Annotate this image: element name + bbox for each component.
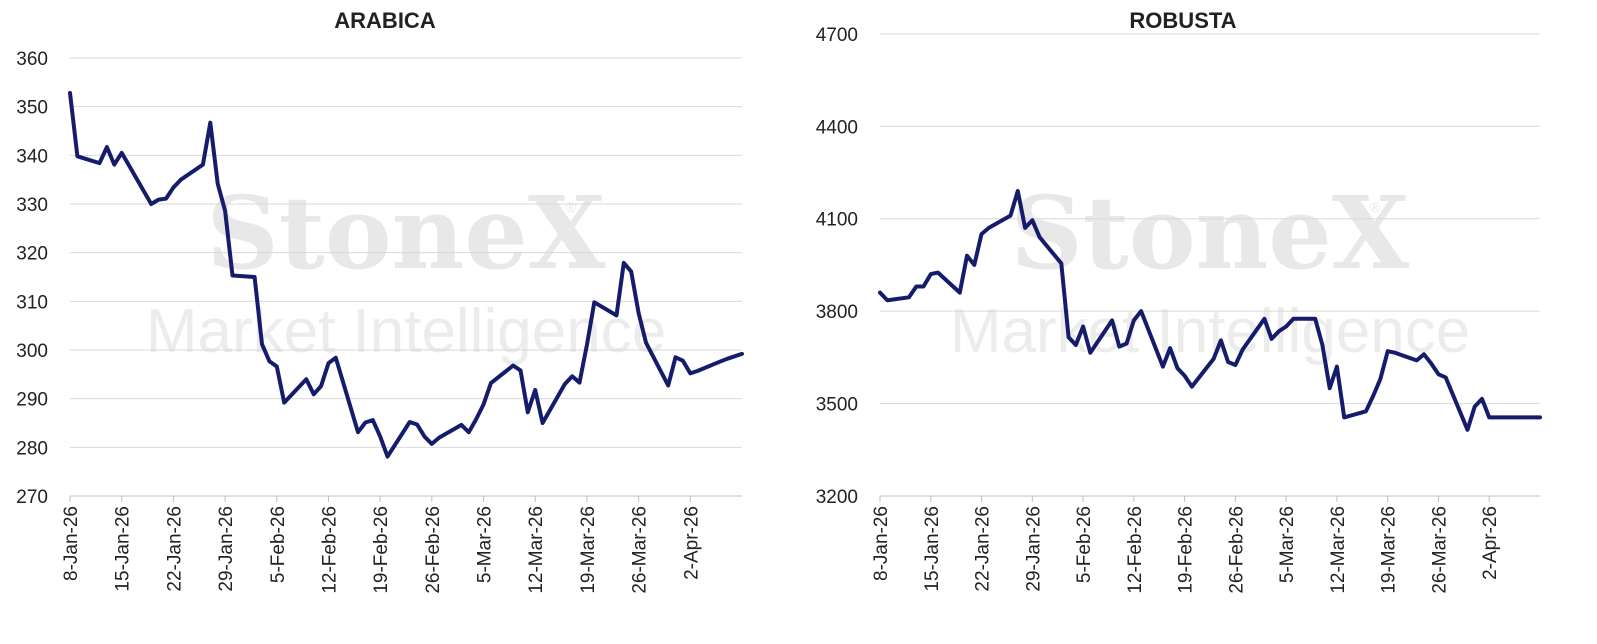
- y-tick-label: 3200: [816, 487, 858, 508]
- x-tick-label: 19-Mar-26: [578, 506, 599, 594]
- watermark-subtitle: Market Intelligence: [146, 297, 666, 366]
- series-line: [878, 189, 1542, 432]
- y-tick-label: 310: [16, 292, 48, 313]
- x-tick-label: 5-Feb-26: [1074, 506, 1095, 583]
- series-line: [68, 91, 744, 459]
- x-tick-label: 19-Mar-26: [1379, 506, 1400, 594]
- y-tick-label: 270: [16, 487, 48, 508]
- x-tick-label: 15-Jan-26: [113, 506, 134, 592]
- x-tick-label: 29-Jan-26: [1023, 506, 1044, 592]
- x-tick-label: 5-Feb-26: [268, 506, 289, 583]
- x-tick-label: 12-Mar-26: [1328, 506, 1349, 594]
- watermark-logo: StoneX: [206, 174, 605, 292]
- y-tick-label: 350: [16, 98, 48, 119]
- x-tick-label: 26-Mar-26: [1429, 506, 1450, 594]
- chart-title: ROBUSTA: [1129, 8, 1236, 33]
- x-tick-label: 22-Jan-26: [973, 506, 994, 592]
- chart-title: ARABICA: [334, 8, 436, 33]
- x-tick-label: 12-Mar-26: [526, 506, 547, 594]
- x-tick-label: 26-Feb-26: [423, 506, 444, 594]
- y-tick-label: 290: [16, 390, 48, 411]
- y-tick-label: 4400: [816, 117, 858, 138]
- y-tick-label: 360: [16, 49, 48, 70]
- x-tick-label: 8-Jan-26: [871, 506, 892, 581]
- x-tick-label: 19-Feb-26: [371, 506, 392, 594]
- x-tick-label: 12-Feb-26: [1125, 506, 1146, 594]
- x-tick-label: 15-Jan-26: [922, 506, 943, 592]
- watermark-registered-mark: ®: [566, 199, 577, 215]
- y-tick-label: 3500: [816, 395, 858, 416]
- y-tick-label: 320: [16, 244, 48, 265]
- x-tick-label: 5-Mar-26: [475, 506, 496, 583]
- y-tick-label: 4700: [816, 25, 858, 46]
- x-tick-label: 2-Apr-26: [681, 506, 702, 580]
- robusta-chart: StoneX® Market Intelligence 3200 3500 3800 41…: [816, 8, 1542, 594]
- watermark-subtitle: Market Intelligence: [950, 297, 1470, 366]
- x-tick-label: 5-Mar-26: [1277, 506, 1298, 583]
- x-tick-label: 8-Jan-26: [61, 506, 82, 581]
- x-tick-label: 26-Mar-26: [630, 506, 651, 594]
- y-tick-label: 3800: [816, 302, 858, 323]
- x-tick-label: 19-Feb-26: [1176, 506, 1197, 594]
- x-tick-label: 22-Jan-26: [164, 506, 185, 592]
- watermark-logo: StoneX: [1010, 174, 1409, 292]
- y-tick-label: 300: [16, 341, 48, 362]
- y-tick-label: 4100: [816, 210, 858, 231]
- x-tick-label: 29-Jan-26: [216, 506, 237, 592]
- arabica-chart: StoneX® Market Intelligence 270 280 290 300 31…: [16, 8, 744, 594]
- y-tick-label: 330: [16, 195, 48, 216]
- x-tick-label: 12-Feb-26: [319, 506, 340, 594]
- watermark-registered-mark: ®: [1370, 199, 1381, 215]
- x-tick-label: 2-Apr-26: [1480, 506, 1501, 580]
- x-tick-label: 26-Feb-26: [1226, 506, 1247, 594]
- y-tick-label: 340: [16, 146, 48, 167]
- y-tick-label: 280: [16, 438, 48, 459]
